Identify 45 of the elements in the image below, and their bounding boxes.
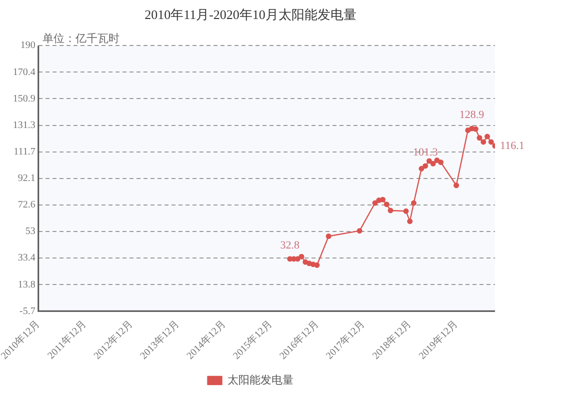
chart-title: 2010年11月-2020年10月太阳能发电量	[144, 7, 356, 22]
y-tick-label: 33.4	[18, 252, 36, 264]
point	[480, 139, 486, 145]
point	[380, 196, 386, 202]
y-tick-label: 111.7	[14, 146, 36, 158]
y-tick-label: 13.8	[18, 279, 36, 290]
point	[454, 182, 460, 188]
point	[418, 166, 424, 172]
point	[434, 158, 440, 164]
point	[310, 262, 316, 268]
y-tick-label: 53	[25, 226, 36, 238]
point	[372, 200, 378, 206]
annotation: 128.9	[459, 108, 485, 121]
y-tick-label: 92.1	[18, 173, 36, 184]
y-tick-label: 150.9	[12, 93, 36, 104]
point	[426, 158, 432, 164]
point	[430, 160, 436, 166]
annotation: 101.3	[412, 146, 438, 158]
y-tick-label: 190	[20, 40, 36, 52]
point	[384, 202, 390, 208]
point	[410, 200, 416, 206]
point	[422, 163, 428, 169]
legend-label: 太阳能发电量	[227, 373, 294, 386]
point	[314, 262, 320, 268]
y-tick-label: 72.6	[18, 200, 36, 211]
point	[488, 139, 494, 145]
point	[438, 160, 444, 166]
point	[476, 135, 482, 141]
point	[326, 234, 332, 240]
y-tick-label: 170.4	[12, 66, 36, 78]
y-tick-label: -5.7	[20, 306, 36, 317]
x-tick-label: 2011年12月	[45, 318, 89, 362]
point	[376, 198, 382, 204]
y-axis-title: 单位：亿千瓦时	[42, 32, 120, 45]
point	[388, 208, 394, 214]
point	[403, 208, 409, 214]
point	[356, 228, 362, 234]
point	[484, 134, 490, 140]
annotation: 116.1	[500, 140, 524, 152]
point	[306, 260, 312, 266]
y-tick-label: 131.3	[12, 120, 36, 131]
point	[407, 218, 413, 224]
annotation: 32.8	[280, 239, 300, 252]
point	[465, 128, 471, 134]
point	[298, 254, 304, 260]
